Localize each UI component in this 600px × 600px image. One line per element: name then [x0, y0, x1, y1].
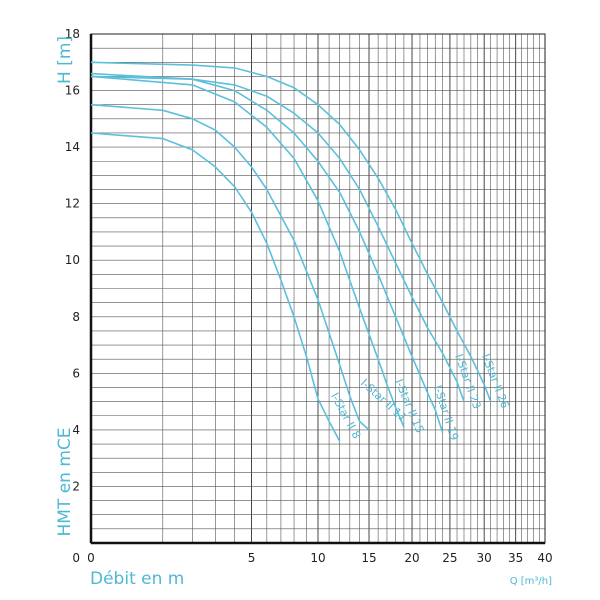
y-axis-title-left: HMT en mCE	[55, 427, 75, 536]
y-tick-label: 4	[72, 423, 80, 437]
chart-grid	[89, 33, 546, 545]
series-line	[90, 75, 465, 402]
y-tick-label: 14	[65, 140, 80, 154]
series-line	[90, 72, 444, 433]
y-tick-label: 18	[65, 27, 80, 41]
x-tick-label: 30	[477, 551, 492, 565]
x-tick-label: 15	[361, 551, 376, 565]
x-axis-title: Débit en m	[90, 569, 184, 589]
x-tick-label: 0	[87, 551, 95, 565]
y-axis-title: H [m]	[55, 36, 75, 84]
y-tick-label: 0	[72, 551, 80, 565]
y-tick-label: 6	[72, 366, 80, 380]
x-tick-label: 10	[310, 551, 325, 565]
x-axis-unit: Q [m³/h]	[510, 576, 552, 587]
x-tick-label: 35	[508, 551, 523, 565]
y-tick-label: 8	[72, 310, 80, 324]
chart-ticks: 0 5 10 15 20 25 30 35 40 2 4 6 8 10 12 14 16 18 0	[65, 27, 553, 565]
y-tick-label: 10	[65, 253, 80, 267]
series-line	[90, 61, 492, 402]
x-tick-label: 20	[404, 551, 419, 565]
series-line	[90, 103, 370, 431]
series-line	[90, 132, 341, 442]
series-line	[90, 75, 405, 428]
y-tick-label: 12	[65, 197, 80, 211]
y-tick-label: 2	[72, 479, 80, 493]
y-tick-label: 16	[65, 84, 80, 98]
x-tick-label: 25	[442, 551, 457, 565]
x-tick-label: 40	[537, 551, 552, 565]
chart-curves	[90, 61, 492, 442]
x-tick-label: 5	[248, 551, 256, 565]
